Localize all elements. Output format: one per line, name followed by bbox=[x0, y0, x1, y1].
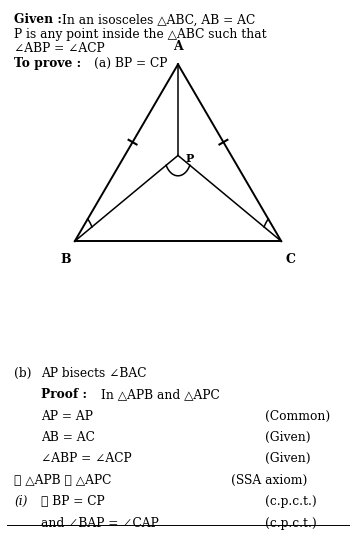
Text: AP = AP: AP = AP bbox=[41, 410, 93, 422]
Text: and ∠BAP = ∠CAP: and ∠BAP = ∠CAP bbox=[41, 517, 159, 530]
Text: AB = AC: AB = AC bbox=[41, 431, 95, 444]
Text: C: C bbox=[285, 253, 295, 266]
Text: B: B bbox=[61, 253, 71, 266]
Text: AP bisects ∠BAC: AP bisects ∠BAC bbox=[41, 367, 146, 379]
Text: In △APB and △APC: In △APB and △APC bbox=[101, 388, 220, 401]
Text: P: P bbox=[186, 153, 194, 163]
Text: (c.p.c.t.): (c.p.c.t.) bbox=[265, 517, 317, 530]
Text: (a) BP = CP: (a) BP = CP bbox=[94, 57, 168, 70]
Text: ∠ABP = ∠ACP: ∠ABP = ∠ACP bbox=[41, 452, 132, 465]
Text: ∴ BP = CP: ∴ BP = CP bbox=[41, 495, 105, 508]
Text: A: A bbox=[173, 40, 183, 53]
Text: (SSA axiom): (SSA axiom) bbox=[231, 474, 308, 487]
Text: (Common): (Common) bbox=[265, 410, 330, 422]
Text: Proof :: Proof : bbox=[41, 388, 87, 401]
Text: (Given): (Given) bbox=[265, 431, 311, 444]
Text: (c.p.c.t.): (c.p.c.t.) bbox=[265, 495, 317, 508]
Text: (b): (b) bbox=[14, 367, 32, 379]
Text: Given :: Given : bbox=[14, 13, 62, 26]
Text: In an isosceles △ABC, AB = AC: In an isosceles △ABC, AB = AC bbox=[62, 13, 256, 26]
Text: ∠ABP = ∠ACP: ∠ABP = ∠ACP bbox=[14, 42, 105, 55]
Text: To prove :: To prove : bbox=[14, 57, 82, 70]
Text: (i): (i) bbox=[14, 495, 28, 508]
Text: ∴ △APB ≅ △APC: ∴ △APB ≅ △APC bbox=[14, 474, 112, 487]
Text: (Given): (Given) bbox=[265, 452, 311, 465]
Text: P is any point inside the △ABC such that: P is any point inside the △ABC such that bbox=[14, 28, 267, 41]
